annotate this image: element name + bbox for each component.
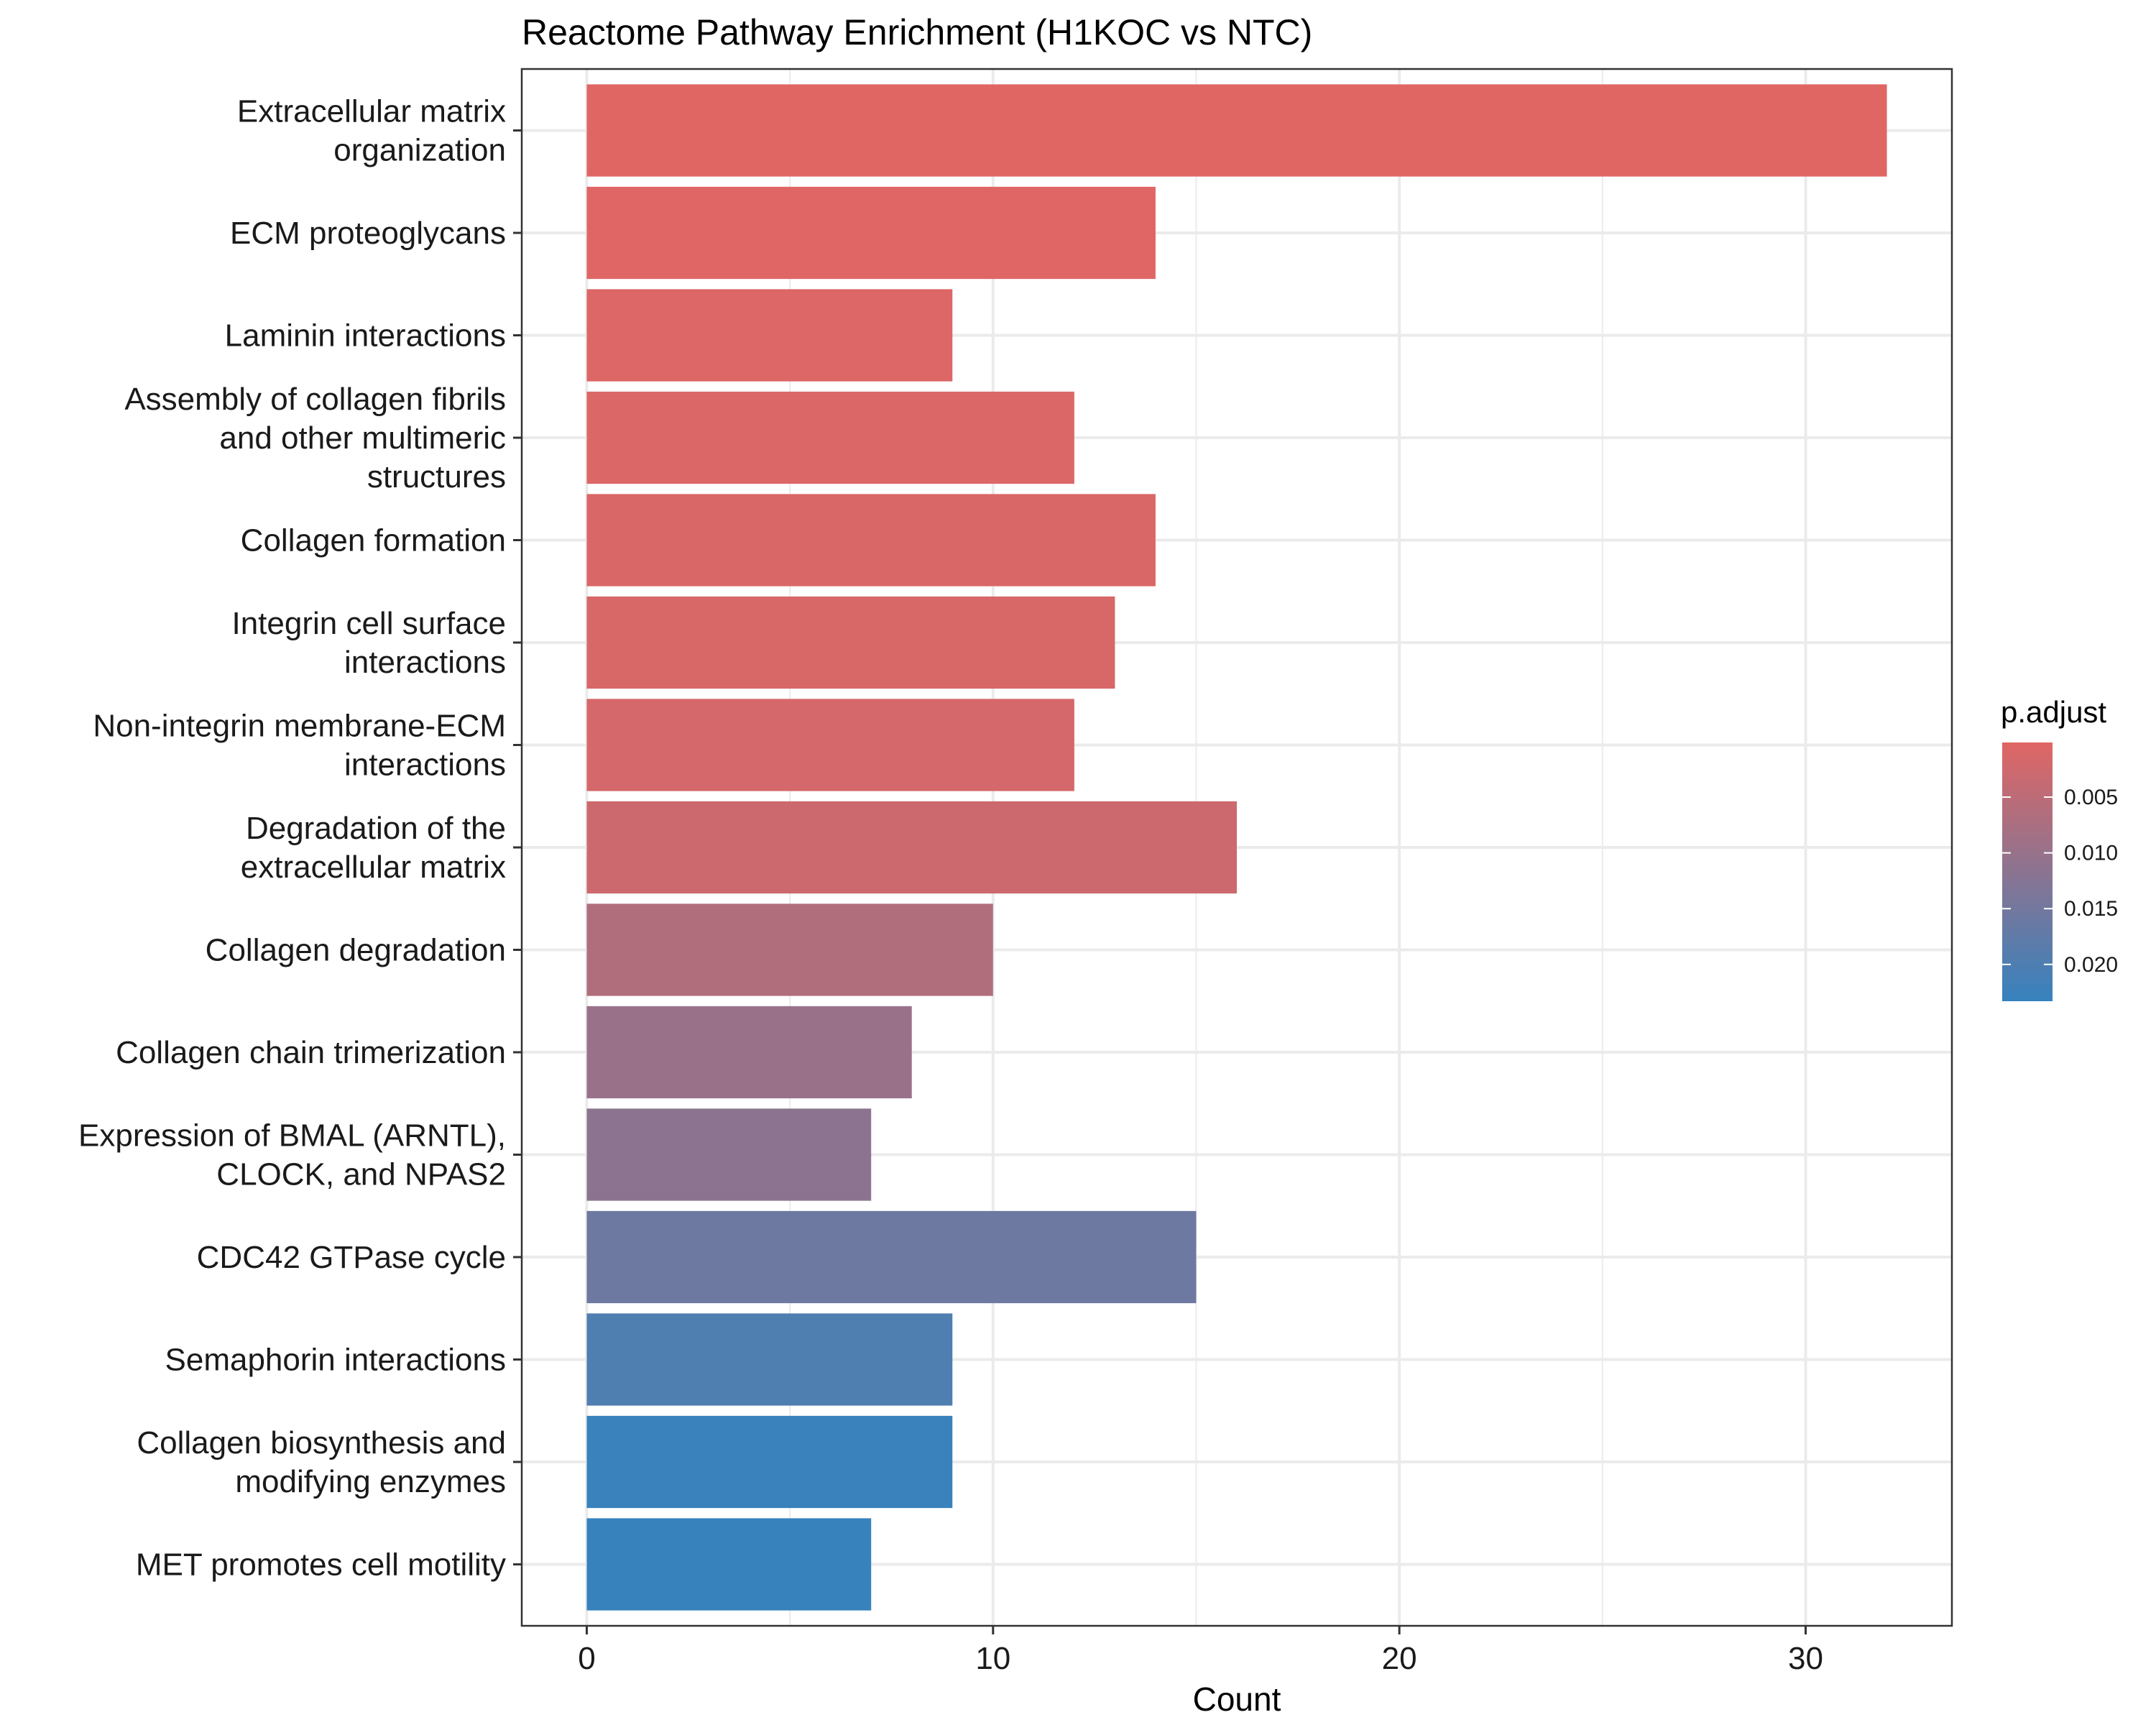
legend-colorbar <box>2002 742 2053 1001</box>
y-tick-label: Collagen degradation <box>206 933 506 968</box>
bar <box>586 801 1237 894</box>
y-tick-label-line: Collagen formation <box>241 523 506 558</box>
y-tick-label-line: CLOCK, and NPAS2 <box>216 1157 506 1192</box>
y-tick-label-line: Semaphorin interactions <box>165 1343 506 1378</box>
legend-tick-label: 0.005 <box>2064 786 2118 809</box>
legend-title: p.adjust <box>2001 695 2106 729</box>
y-tick-label-line: and other multimeric <box>219 420 506 456</box>
y-tick-label-line: extracellular matrix <box>241 850 506 885</box>
y-tick-label-line: ECM proteoglycans <box>230 216 506 251</box>
y-tick-label: Integrin cell surface interactions <box>231 606 506 680</box>
bar <box>586 494 1156 586</box>
y-tick-label-line: Degradation of the <box>246 811 506 846</box>
bars <box>586 84 1887 1611</box>
bar <box>586 1210 1197 1304</box>
bar <box>586 1518 872 1611</box>
y-tick-label-line: MET promotes cell motility <box>136 1547 506 1583</box>
y-tick-label-line: Laminin interactions <box>225 318 506 354</box>
bar <box>586 391 1074 484</box>
bar <box>586 903 993 996</box>
x-tick-label: 30 <box>1788 1641 1823 1676</box>
legend-tick-label: 0.010 <box>2064 842 2118 865</box>
bar <box>586 84 1887 177</box>
y-tick-label: Degradation of the extracellular matrix <box>241 811 506 885</box>
y-tick-label: Extracellular matrix organization <box>237 94 506 168</box>
y-tick-label: Expression of BMAL (ARNTL), CLOCK, and NP… <box>78 1118 506 1192</box>
y-tick-label-line: modifying enzymes <box>235 1464 506 1499</box>
bar <box>586 1415 953 1509</box>
x-tick-label: 0 <box>578 1641 595 1676</box>
bar <box>586 1313 953 1406</box>
legend-tick-label: 0.020 <box>2064 953 2118 977</box>
x-axis-title: Count <box>1193 1680 1281 1718</box>
y-tick-label-line: Integrin cell surface <box>231 606 506 641</box>
chart-title: Reactome Pathway Enrichment (H1KOC vs NT… <box>522 12 1312 52</box>
y-tick-label-line: Collagen chain trimerization <box>116 1035 506 1070</box>
y-tick-label: Collagen chain trimerization <box>116 1035 506 1070</box>
y-tick-label: CDC42 GTPase cycle <box>197 1240 506 1275</box>
y-tick-label-line: Expression of BMAL (ARNTL), <box>78 1118 506 1154</box>
y-tick-label-line: CDC42 GTPase cycle <box>197 1240 506 1275</box>
y-axis: Extracellular matrix organization ECM prot… <box>78 94 522 1583</box>
y-tick-label: Collagen biosynthesis and modifying enzym… <box>137 1425 506 1499</box>
y-tick-label-line: Collagen degradation <box>206 933 506 968</box>
bar <box>586 699 1074 791</box>
legend-ticks: 0.005 0.010 0.015 0.020 <box>2002 786 2118 977</box>
bar <box>586 1006 912 1099</box>
y-tick-label-line: Assembly of collagen fibrils <box>124 382 506 417</box>
y-tick-label: Non-integrin membrane-ECM interactions <box>93 709 506 783</box>
x-tick-label: 10 <box>975 1641 1010 1676</box>
y-tick-label-line: organization <box>333 133 506 168</box>
x-axis: 0 10 20 30 <box>578 1626 1823 1676</box>
x-tick-label: 20 <box>1382 1641 1417 1676</box>
y-tick-label: MET promotes cell motility <box>136 1547 506 1583</box>
y-tick-label-line: interactions <box>344 748 506 783</box>
bar <box>586 186 1156 280</box>
y-tick-label: Semaphorin interactions <box>165 1343 506 1378</box>
y-tick-label-line: structures <box>367 459 506 494</box>
y-tick-label: Assembly of collagen fibrils and other mu… <box>124 382 506 494</box>
y-tick-label-line: Collagen biosynthesis and <box>137 1425 506 1460</box>
y-tick-label-line: Non-integrin membrane-ECM <box>93 709 506 744</box>
legend: p.adjust 0.005 0.010 0.015 0.020 <box>2001 695 2118 1001</box>
y-tick-label: ECM proteoglycans <box>230 216 506 251</box>
y-tick-label: Laminin interactions <box>225 318 506 354</box>
y-tick-label-line: Extracellular matrix <box>237 94 506 129</box>
bar <box>586 289 953 382</box>
bar <box>586 1108 872 1201</box>
y-tick-label-line: interactions <box>344 645 506 680</box>
bar <box>586 596 1115 689</box>
legend-tick-label: 0.015 <box>2064 897 2118 921</box>
y-tick-label: Collagen formation <box>241 523 506 558</box>
